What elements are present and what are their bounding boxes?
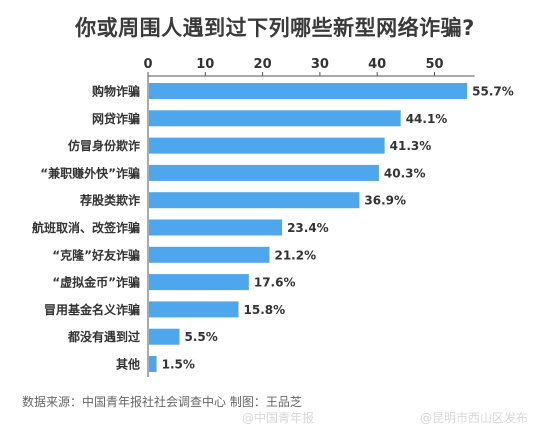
category-label-7: “虚拟金币”诈骗 bbox=[52, 275, 140, 290]
x-tick-label-4: 40 bbox=[368, 57, 386, 72]
value-label-4: 36.9% bbox=[364, 194, 406, 208]
x-tick-label-2: 20 bbox=[254, 57, 272, 72]
x-tick-label-0: 0 bbox=[143, 57, 152, 72]
value-label-10: 1.5% bbox=[162, 358, 195, 372]
category-label-1: 网贷诈骗 bbox=[92, 111, 140, 126]
value-label-1: 44.1% bbox=[406, 112, 448, 126]
value-label-5: 23.4% bbox=[287, 221, 329, 235]
bar-8 bbox=[149, 301, 239, 318]
value-label-8: 15.8% bbox=[244, 303, 286, 317]
category-label-0: 购物诈骗 bbox=[92, 84, 140, 99]
bar-2 bbox=[149, 137, 385, 154]
value-label-0: 55.7% bbox=[472, 85, 514, 99]
bar-3 bbox=[149, 164, 379, 181]
category-label-5: 航班取消、改签诈骗 bbox=[32, 220, 140, 235]
value-label-7: 17.6% bbox=[254, 276, 296, 290]
bar-6 bbox=[149, 246, 270, 263]
bar-10 bbox=[149, 356, 157, 372]
bar-0 bbox=[149, 83, 468, 99]
data-source: 数据来源：中国青年报社社会调查中心 制图：王品芝 bbox=[22, 395, 302, 409]
bar-9 bbox=[149, 328, 180, 345]
category-label-9: 都没有遇到过 bbox=[67, 329, 140, 344]
x-tick-label-1: 10 bbox=[196, 57, 214, 72]
category-label-2: 仿冒身份欺诈 bbox=[68, 138, 140, 153]
category-label-4: 荐股类欺诈 bbox=[79, 193, 140, 208]
watermark-2: @昆明市西山区发布 bbox=[420, 411, 529, 425]
value-label-9: 5.5% bbox=[185, 330, 218, 344]
value-label-6: 21.2% bbox=[274, 248, 316, 262]
watermark-1: @中国青年报 bbox=[242, 411, 315, 425]
bar-7 bbox=[149, 274, 249, 291]
category-label-3: “兼职赚外快”诈骗 bbox=[40, 165, 140, 180]
bar-4 bbox=[149, 192, 360, 209]
category-label-6: “克隆”好友诈骗 bbox=[52, 247, 140, 262]
category-label-10: 其他 bbox=[116, 357, 140, 372]
bar-1 bbox=[149, 110, 401, 127]
value-label-2: 41.3% bbox=[390, 139, 432, 153]
x-tick-label-3: 30 bbox=[311, 57, 329, 72]
value-label-3: 40.3% bbox=[384, 166, 426, 180]
category-label-8: 冒用基金名义诈骗 bbox=[44, 302, 140, 317]
x-tick-label-5: 50 bbox=[425, 57, 443, 72]
chart-title: 你或周围人遇到过下列哪些新型网络诈骗? bbox=[75, 16, 475, 40]
bar-5 bbox=[149, 219, 283, 236]
